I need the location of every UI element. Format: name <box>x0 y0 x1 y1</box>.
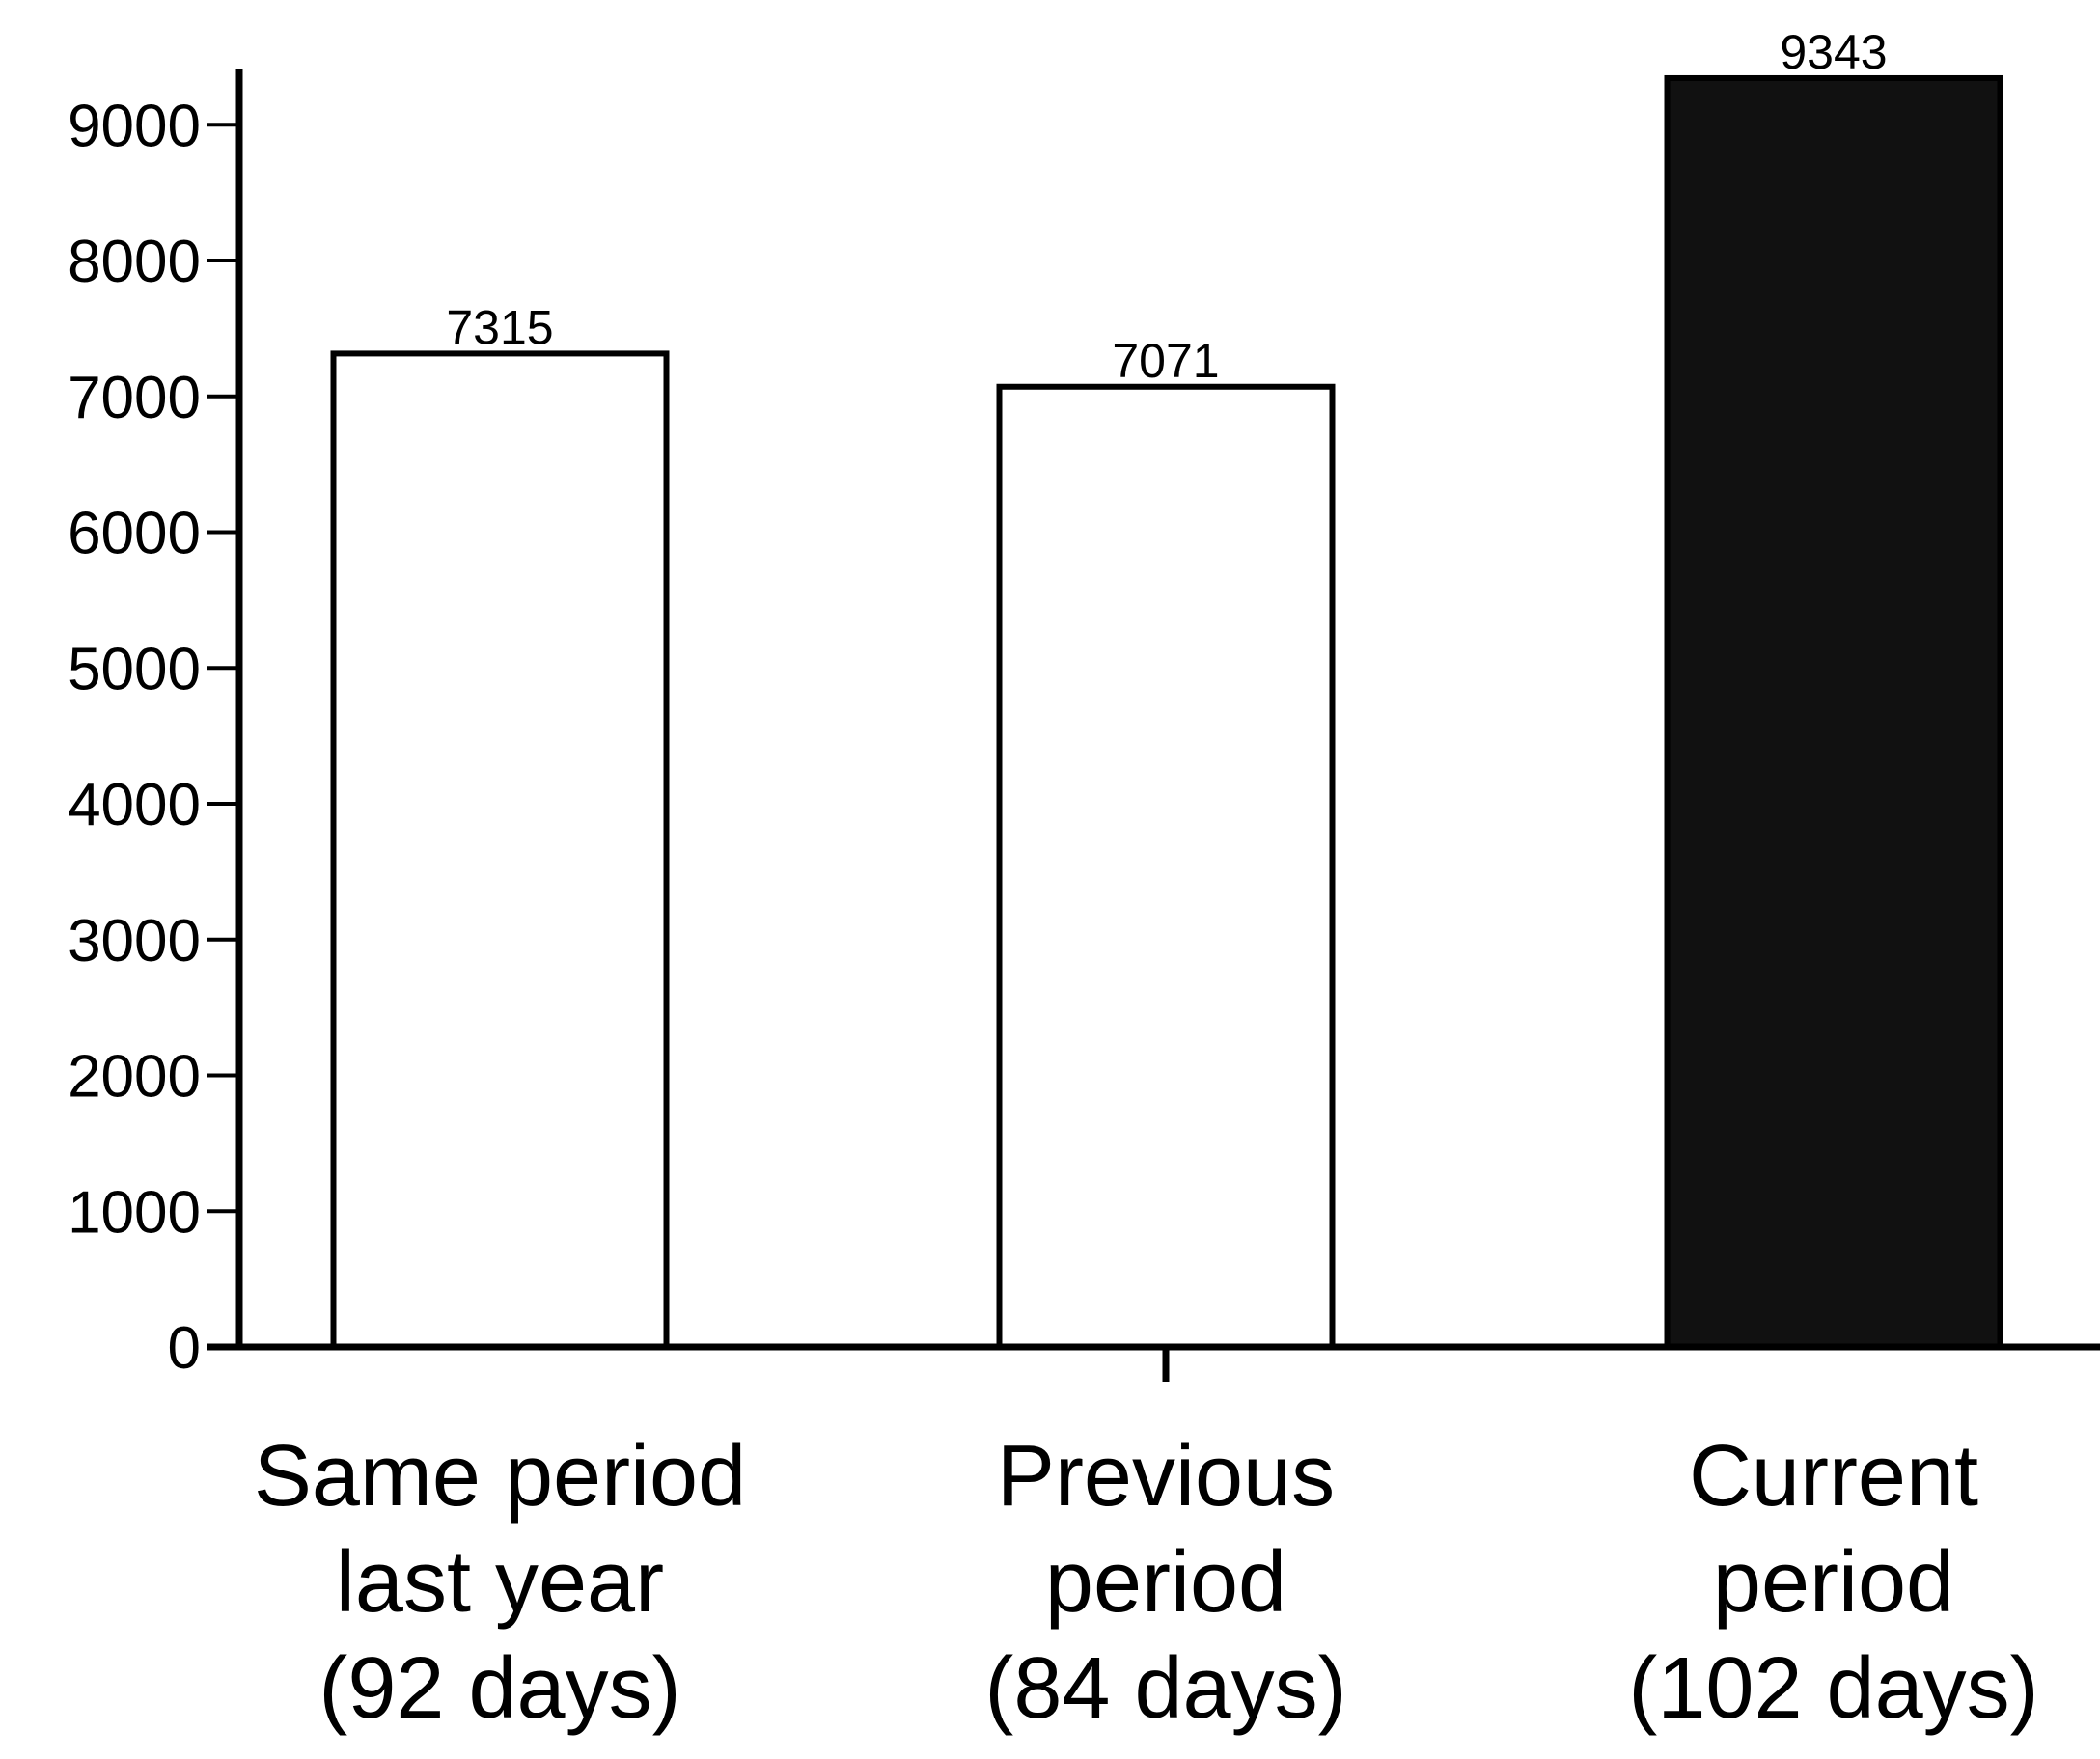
category-label-line: Previous <box>997 1428 1335 1525</box>
category-label-line: last year <box>336 1534 664 1631</box>
bar-value-label: 7315 <box>446 300 553 354</box>
category-label-line: (92 days) <box>318 1640 680 1737</box>
bar <box>1664 74 2003 1350</box>
y-tick-label: 2000 <box>68 1044 201 1111</box>
y-tick-label: 1000 <box>68 1179 201 1246</box>
category-label: Current period (102 days) <box>1628 1428 2038 1737</box>
y-tick-label: 7000 <box>68 365 201 431</box>
y-tick-label: 6000 <box>68 501 201 567</box>
y-tick-label: 8000 <box>68 229 201 295</box>
category-label: Previous period (84 days) <box>984 1428 1346 1737</box>
category-labels: Same period last year (92 days)Previous per… <box>254 1428 2039 1737</box>
value-labels: 7315 7071 9343 <box>446 25 1887 388</box>
category-label-line: Current <box>1689 1428 1978 1525</box>
y-tick-label: 3000 <box>68 908 201 975</box>
category-label-line: Same period <box>254 1428 746 1525</box>
bars <box>330 74 2003 1351</box>
bar-value-label: 7071 <box>1112 334 1219 388</box>
category-label-line: (84 days) <box>984 1640 1346 1737</box>
bar <box>330 350 670 1351</box>
category-label: Same period last year (92 days) <box>254 1428 746 1737</box>
y-axis: 0 1000 2000 3000 4000 5000 6000 7000 8000 9000 <box>68 69 243 1382</box>
y-tick-label: 9000 <box>68 93 201 159</box>
category-label-line: period <box>1045 1534 1286 1631</box>
bar <box>996 383 1336 1350</box>
y-tick-label: 4000 <box>68 772 201 838</box>
y-tick-label: 5000 <box>68 636 201 702</box>
category-label-line: (102 days) <box>1628 1640 2038 1737</box>
bar-value-label: 9343 <box>1780 25 1887 79</box>
x-axis <box>207 1343 2100 1382</box>
y-tick-label: 0 <box>168 1315 201 1382</box>
category-label-line: period <box>1713 1534 1954 1631</box>
